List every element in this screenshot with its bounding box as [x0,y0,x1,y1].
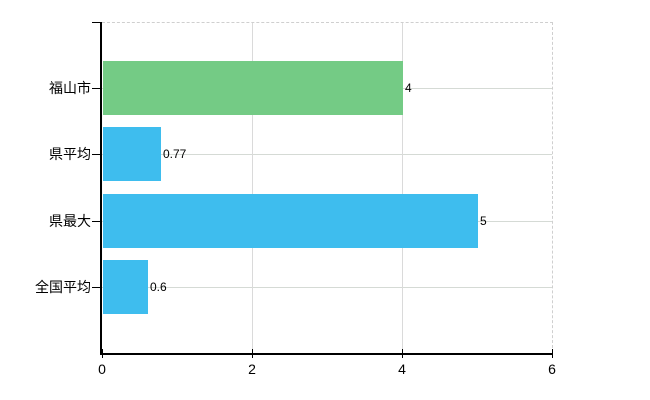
plot-frame-top [102,22,553,23]
bar-value-label: 5 [480,214,487,228]
x-axis-tick [402,349,403,358]
y-axis-tick [92,221,101,222]
category-label-福山市: 福山市 [49,80,91,96]
bar-県最大 [103,194,478,248]
y-axis-tick [92,88,101,89]
x-tick-label: 4 [398,361,406,377]
gridline-vertical [252,22,253,353]
gridline-horizontal [102,287,552,288]
y-axis-tick [92,154,101,155]
y-axis-top-tick [92,22,101,23]
category-label-全国平均: 全国平均 [35,279,91,295]
gridline-horizontal [102,154,552,155]
y-axis-tick [92,287,101,288]
bar-value-label: 0.77 [163,147,187,161]
x-axis-tick [102,349,103,358]
bar-value-label: 4 [405,81,412,95]
x-axis-tick [252,349,253,358]
x-tick-label: 2 [248,361,256,377]
x-axis [100,353,553,355]
gridline-vertical [402,22,403,353]
category-label-県最大: 県最大 [49,213,91,229]
x-axis-tick [552,349,553,358]
bar-全国平均 [103,260,148,314]
bar-value-label: 0.6 [150,280,167,294]
bar-福山市 [103,61,403,115]
plot-frame-right [552,22,553,353]
x-tick-label: 6 [548,361,556,377]
bar-県平均 [103,127,161,181]
y-axis [100,22,102,355]
x-tick-label: 0 [98,361,106,377]
category-label-県平均: 県平均 [49,146,91,162]
